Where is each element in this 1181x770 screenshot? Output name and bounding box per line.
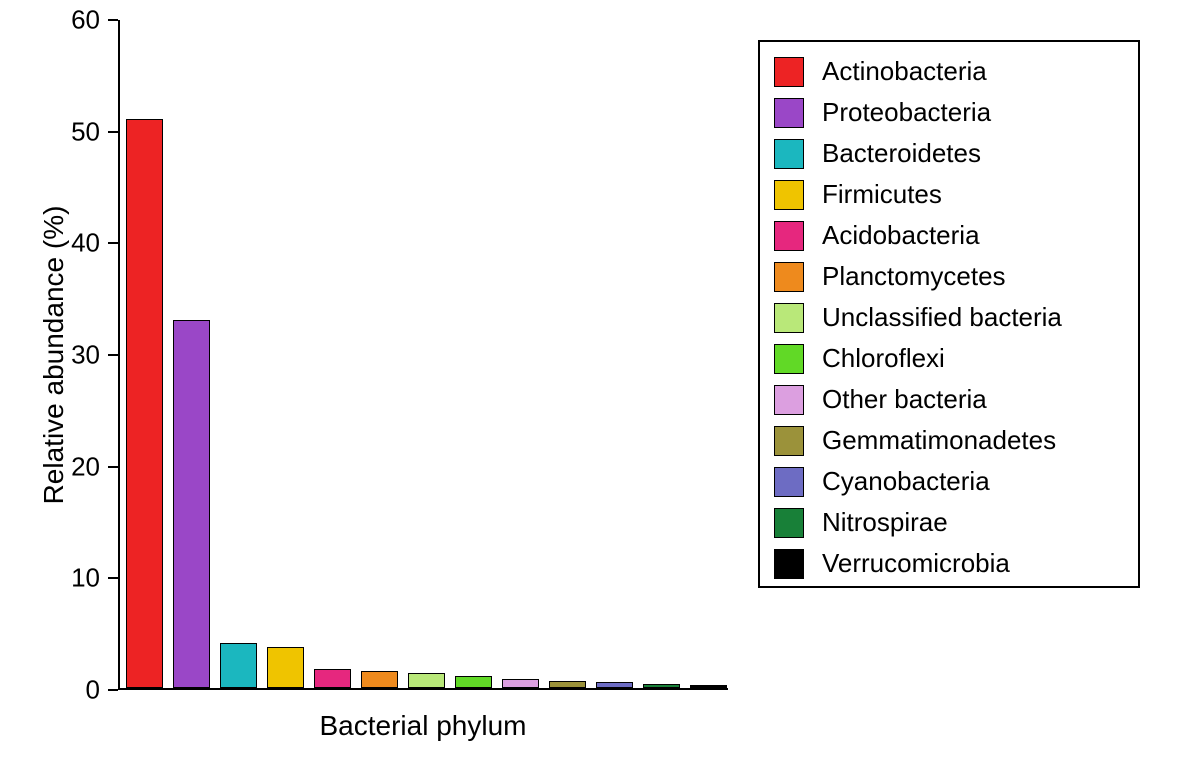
y-tick-label: 20	[71, 451, 100, 482]
y-tick	[108, 577, 118, 579]
legend-swatch	[774, 139, 804, 169]
legend-label: Bacteroidetes	[822, 138, 981, 169]
legend-label: Actinobacteria	[822, 56, 987, 87]
legend-label: Proteobacteria	[822, 97, 991, 128]
y-tick-label: 10	[71, 563, 100, 594]
legend-item: Bacteroidetes	[774, 138, 1124, 169]
legend-label: Chloroflexi	[822, 343, 945, 374]
legend-swatch	[774, 57, 804, 87]
legend-item: Nitrospirae	[774, 507, 1124, 538]
x-axis-line	[118, 688, 728, 690]
legend-item: Planctomycetes	[774, 261, 1124, 292]
legend-label: Acidobacteria	[822, 220, 980, 251]
bar	[220, 643, 257, 688]
bar	[502, 679, 539, 688]
y-tick-label: 40	[71, 228, 100, 259]
y-tick	[108, 19, 118, 21]
legend-item: Proteobacteria	[774, 97, 1124, 128]
y-tick-label: 60	[71, 5, 100, 36]
legend-item: Actinobacteria	[774, 56, 1124, 87]
legend-swatch	[774, 344, 804, 374]
legend-swatch	[774, 426, 804, 456]
legend-swatch	[774, 385, 804, 415]
legend-label: Nitrospirae	[822, 507, 948, 538]
bar	[361, 671, 398, 688]
y-tick	[108, 689, 118, 691]
y-axis-line	[118, 20, 120, 690]
legend-swatch	[774, 508, 804, 538]
legend-item: Other bacteria	[774, 384, 1124, 415]
y-tick	[108, 354, 118, 356]
y-tick-label: 30	[71, 340, 100, 371]
legend-label: Cyanobacteria	[822, 466, 990, 497]
legend-label: Unclassified bacteria	[822, 302, 1062, 333]
bar	[314, 669, 351, 688]
bar	[126, 119, 163, 689]
legend-item: Cyanobacteria	[774, 466, 1124, 497]
y-tick-label: 0	[86, 675, 100, 706]
bar	[549, 681, 586, 688]
bar	[173, 320, 210, 689]
y-tick	[108, 466, 118, 468]
legend-item: Firmicutes	[774, 179, 1124, 210]
legend-swatch	[774, 467, 804, 497]
legend-item: Chloroflexi	[774, 343, 1124, 374]
y-tick	[108, 242, 118, 244]
legend-swatch	[774, 221, 804, 251]
legend-label: Verrucomicrobia	[822, 548, 1010, 579]
y-tick-label: 50	[71, 116, 100, 147]
legend-swatch	[774, 549, 804, 579]
legend-swatch	[774, 98, 804, 128]
legend: Actinobacteria Proteobacteria Bacteroidete…	[758, 40, 1140, 588]
legend-item: Verrucomicrobia	[774, 548, 1124, 579]
legend-item: Gemmatimonadetes	[774, 425, 1124, 456]
abundance-bar-chart: 0102030405060 Relative abundance (%) Bac…	[0, 0, 1181, 770]
legend-swatch	[774, 303, 804, 333]
legend-label: Gemmatimonadetes	[822, 425, 1056, 456]
bar	[267, 647, 304, 688]
bar	[408, 673, 445, 688]
legend-item: Acidobacteria	[774, 220, 1124, 251]
legend-label: Planctomycetes	[822, 261, 1006, 292]
legend-swatch	[774, 180, 804, 210]
plot-area: 0102030405060	[118, 20, 728, 690]
legend-label: Other bacteria	[822, 384, 987, 415]
x-axis-title: Bacterial phylum	[320, 710, 527, 742]
y-axis-title: Relative abundance (%)	[38, 206, 70, 505]
legend-label: Firmicutes	[822, 179, 942, 210]
y-tick	[108, 131, 118, 133]
legend-swatch	[774, 262, 804, 292]
bar	[455, 676, 492, 688]
legend-item: Unclassified bacteria	[774, 302, 1124, 333]
